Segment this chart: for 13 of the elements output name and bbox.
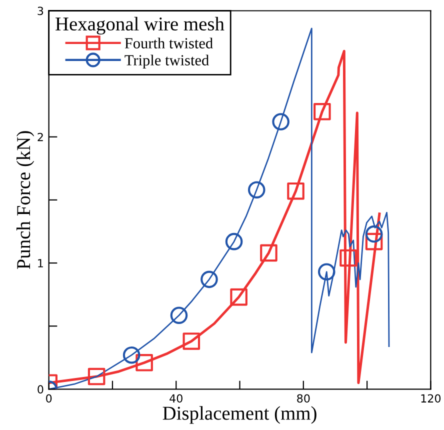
y-axis-title: Punch Force (kN) — [16, 131, 34, 270]
x-tick-label: 120 — [421, 394, 441, 403]
legend-label: Fourth twisted — [124, 38, 213, 48]
x-tick-label: 0 — [46, 394, 52, 403]
y-tick-label: 1 — [38, 259, 43, 268]
y-tick-label: 0 — [38, 385, 44, 394]
x-tick-label: 80 — [297, 394, 310, 403]
legend-label: Triple twisted — [124, 54, 209, 69]
x-axis-title: Displacement (mm) — [162, 406, 316, 424]
x-tick-label: 40 — [170, 394, 182, 403]
legend-title: Hexagonal wire mesh — [56, 16, 224, 35]
y-tick-label: 3 — [38, 6, 44, 16]
y-tick-label: 2 — [38, 132, 43, 142]
